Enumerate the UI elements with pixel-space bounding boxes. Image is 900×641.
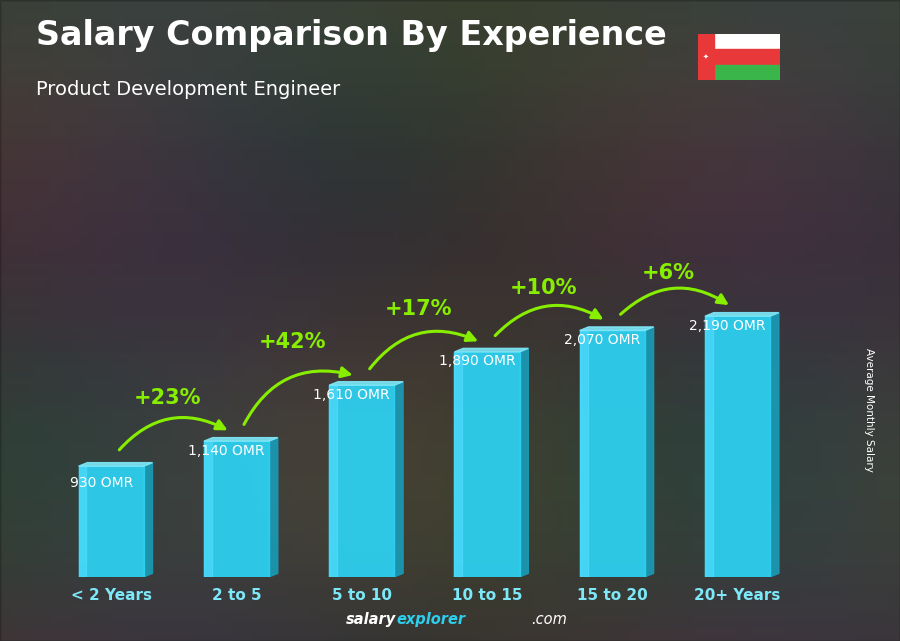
Bar [204, 441, 269, 577]
Text: Product Development Engineer: Product Development Engineer [36, 80, 340, 99]
Text: +42%: +42% [259, 333, 327, 353]
Bar [78, 466, 86, 577]
Text: Salary Comparison By Experience: Salary Comparison By Experience [36, 19, 667, 52]
Text: 2,190 OMR: 2,190 OMR [689, 319, 766, 333]
Text: +23%: +23% [134, 388, 202, 408]
Text: 930 OMR: 930 OMR [69, 476, 133, 490]
Bar [580, 331, 645, 577]
Polygon shape [144, 463, 152, 577]
Bar [714, 34, 780, 49]
Polygon shape [454, 348, 528, 352]
Text: Average Monthly Salary: Average Monthly Salary [863, 348, 874, 472]
Text: 1,890 OMR: 1,890 OMR [438, 354, 516, 369]
Bar [714, 49, 780, 65]
Text: 2,070 OMR: 2,070 OMR [564, 333, 641, 347]
Bar [698, 34, 714, 80]
Bar [580, 331, 588, 577]
Polygon shape [519, 348, 528, 577]
Polygon shape [645, 327, 653, 577]
Text: +6%: +6% [643, 263, 695, 283]
Bar [329, 385, 337, 577]
Polygon shape [329, 381, 403, 385]
Bar [705, 316, 770, 577]
Text: 1,610 OMR: 1,610 OMR [313, 388, 390, 402]
Text: explorer: explorer [396, 612, 465, 627]
Bar [454, 352, 463, 577]
Polygon shape [394, 381, 403, 577]
Polygon shape [580, 327, 653, 331]
Polygon shape [269, 438, 278, 577]
Bar [329, 385, 394, 577]
Polygon shape [204, 438, 278, 441]
Bar [78, 466, 144, 577]
Text: ✦: ✦ [703, 54, 708, 60]
Text: +17%: +17% [384, 299, 452, 319]
Text: 1,140 OMR: 1,140 OMR [188, 444, 265, 458]
Polygon shape [770, 313, 778, 577]
Bar [705, 316, 713, 577]
Text: salary: salary [346, 612, 396, 627]
Polygon shape [78, 463, 152, 466]
Bar [714, 65, 780, 80]
Text: .com: .com [531, 612, 567, 627]
Bar [454, 352, 519, 577]
Text: +10%: +10% [509, 278, 577, 297]
Bar [204, 441, 212, 577]
Polygon shape [705, 313, 778, 316]
